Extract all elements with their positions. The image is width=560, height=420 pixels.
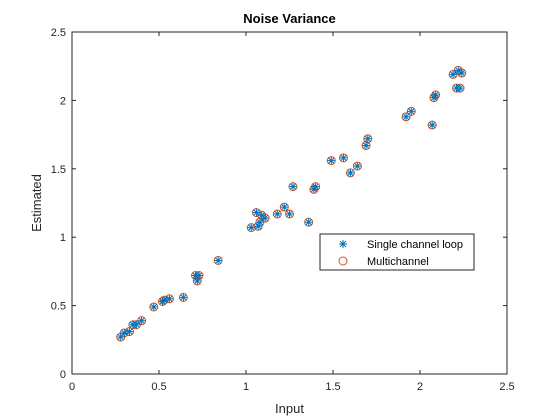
y-tick-label: 2.5 (51, 27, 66, 39)
single-channel-loop-point (137, 316, 146, 325)
x-tick-label: 2.5 (499, 381, 514, 393)
single-channel-loop-point (304, 218, 313, 227)
single-channel-loop-point (346, 168, 355, 177)
y-tick-label: 1.5 (51, 164, 66, 176)
single-channel-loop-point (160, 296, 169, 305)
single-channel-loop-point (247, 223, 256, 232)
y-tick-label: 0.5 (51, 301, 66, 313)
single-channel-loop-point (456, 84, 465, 93)
single-channel-loop-point (362, 141, 371, 150)
single-channel-loop-point (149, 302, 158, 311)
legend: Single channel loop Multichannel (319, 233, 475, 271)
single-channel-loop-point (255, 218, 264, 227)
single-channel-loop-point (402, 112, 411, 121)
single-channel-loop-point (280, 203, 289, 212)
single-channel-loop-point (353, 162, 362, 171)
x-tick-label: 1.5 (325, 381, 340, 393)
single-channel-loop-point (179, 293, 188, 302)
single-channel-loop-point (132, 320, 141, 329)
x-tick-label: 0.5 (151, 381, 166, 393)
single-channel-loop-point (120, 328, 129, 337)
y-axis-label: Estimated (29, 174, 44, 232)
single-channel-loop-point (285, 209, 294, 218)
data-markers (116, 65, 467, 342)
single-channel-loop-point (195, 271, 204, 280)
legend-label-multichannel: Multichannel (367, 256, 429, 268)
legend-marker-single-channel-loop (339, 240, 347, 248)
single-channel-loop-point (288, 182, 297, 191)
single-channel-loop-point (454, 66, 463, 75)
y-tick-label: 1 (60, 232, 66, 244)
single-channel-loop-point (339, 153, 348, 162)
chart-title: Noise Variance (243, 11, 336, 26)
single-channel-loop-point (261, 214, 270, 223)
single-channel-loop-point (363, 134, 372, 143)
x-tick-label: 2 (417, 381, 423, 393)
single-channel-loop-point (457, 69, 466, 78)
legend-label-single-channel-loop: Single channel loop (367, 239, 463, 251)
y-tick-label: 2 (60, 95, 66, 107)
plot-frame (71, 31, 508, 375)
x-axis-label: Input (275, 401, 304, 416)
single-channel-loop-point (407, 107, 416, 116)
single-channel-loop-point (327, 156, 336, 165)
single-channel-loop-point (428, 121, 437, 130)
single-channel-loop-point (214, 256, 223, 265)
single-channel-loop-point (125, 327, 134, 336)
single-channel-loop-point (311, 182, 320, 191)
single-channel-loop-point (431, 90, 440, 99)
y-tick-label: 0 (60, 369, 66, 381)
plot-area (72, 32, 507, 374)
single-channel-loop-point (273, 209, 282, 218)
legend-marker-multichannel (338, 256, 348, 266)
single-channel-loop-point (449, 70, 458, 79)
single-channel-loop-point (193, 276, 202, 285)
x-tick-label: 1 (243, 381, 249, 393)
single-channel-loop-point (165, 294, 174, 303)
x-tick-label: 0 (69, 381, 75, 393)
